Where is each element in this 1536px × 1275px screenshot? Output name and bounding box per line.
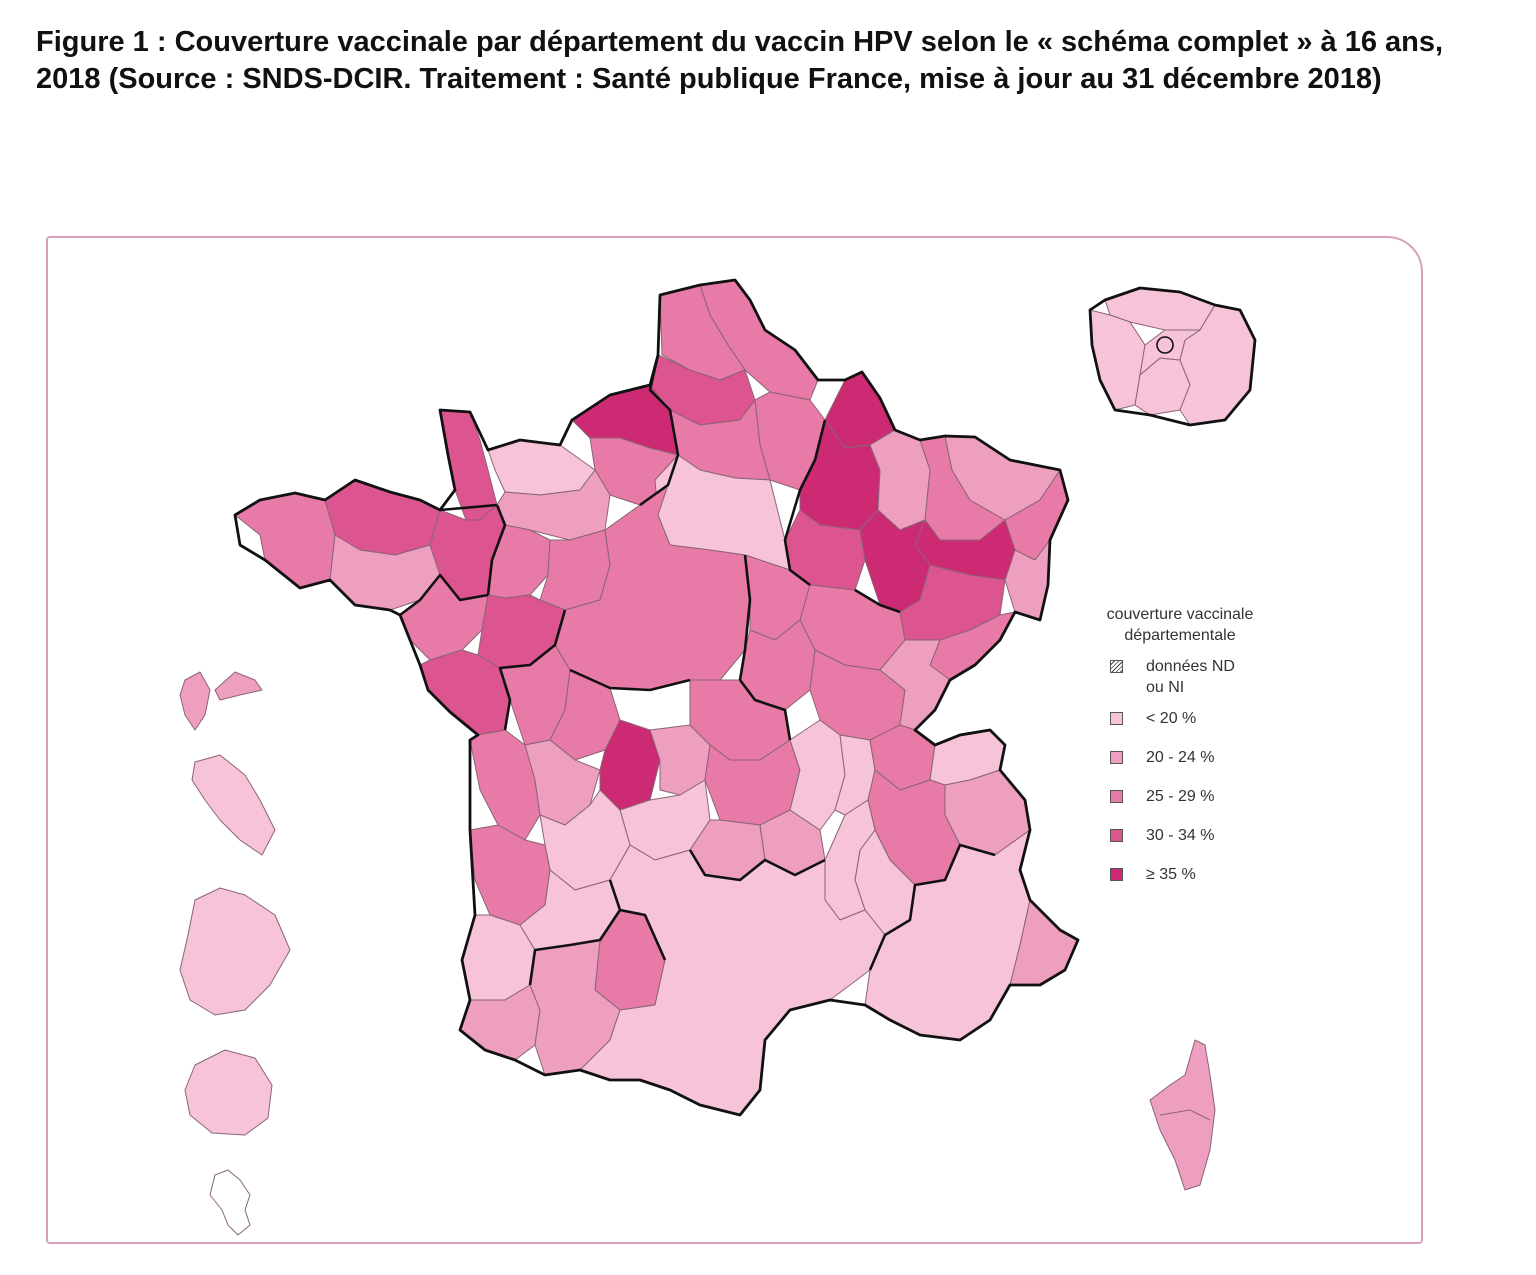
legend-swatch-lt20 <box>1110 712 1123 725</box>
inset-outline <box>1088 286 1257 427</box>
dept-calvados <box>487 439 596 496</box>
dept-corse <box>1149 1039 1216 1191</box>
dept-vienne <box>549 669 621 761</box>
legend-item-20-24: 20 - 24 % <box>1080 747 1280 786</box>
dept-haute-marne <box>859 509 931 613</box>
dept-reunion <box>184 1049 273 1136</box>
legend-swatch-ge35 <box>1110 868 1123 881</box>
legend-title: couverture vaccinale départementale <box>1080 604 1280 646</box>
ile-de-france-inset <box>1088 286 1257 427</box>
dept-mayotte <box>209 1169 251 1236</box>
legend-swatch-20-24 <box>1110 751 1123 764</box>
legend-swatch-30-34 <box>1110 829 1123 842</box>
overseas-departments <box>179 671 291 1236</box>
inset-petite-couronne <box>1139 329 1201 376</box>
france-outline <box>233 278 1080 1117</box>
dept-martinique <box>191 754 276 856</box>
legend-swatch-nd <box>1110 660 1123 673</box>
legend-label-20-24: 20 - 24 % <box>1146 749 1215 766</box>
legend-item-30-34: 30 - 34 % <box>1080 825 1280 864</box>
region-boundaries <box>399 354 996 986</box>
dept-manche <box>439 409 498 521</box>
dept-guadeloupe <box>179 671 263 731</box>
metropolitan-france <box>234 279 1079 1116</box>
legend-label-lt20: < 20 % <box>1146 710 1197 727</box>
legend-item-lt20: < 20 % <box>1080 708 1280 747</box>
dept-loire <box>789 719 846 831</box>
legend-label-ge35: ≥ 35 % <box>1146 866 1196 883</box>
legend-item-nd: données ND ou NI <box>1080 656 1280 708</box>
legend-label-25-29: 25 - 29 % <box>1146 788 1215 805</box>
dept-guyane <box>179 887 291 1016</box>
legend-item-25-29: 25 - 29 % <box>1080 786 1280 825</box>
legend-label-30-34: 30 - 34 % <box>1146 827 1215 844</box>
legend-item-ge35: ≥ 35 % <box>1080 864 1280 903</box>
legend-swatch-25-29 <box>1110 790 1123 803</box>
legend-title-line1: couverture vaccinale <box>1106 606 1254 623</box>
map-frame <box>46 236 1423 1244</box>
dept-sarthe <box>539 529 611 611</box>
legend-label-nd: données ND ou NI <box>1146 658 1235 696</box>
corse <box>1149 1039 1216 1191</box>
figure-caption: Figure 1 : Couverture vaccinale par dépa… <box>36 26 1444 95</box>
map-legend: couverture vaccinale départementale donn… <box>1080 604 1280 903</box>
legend-title-line2: départementale <box>1124 627 1236 644</box>
